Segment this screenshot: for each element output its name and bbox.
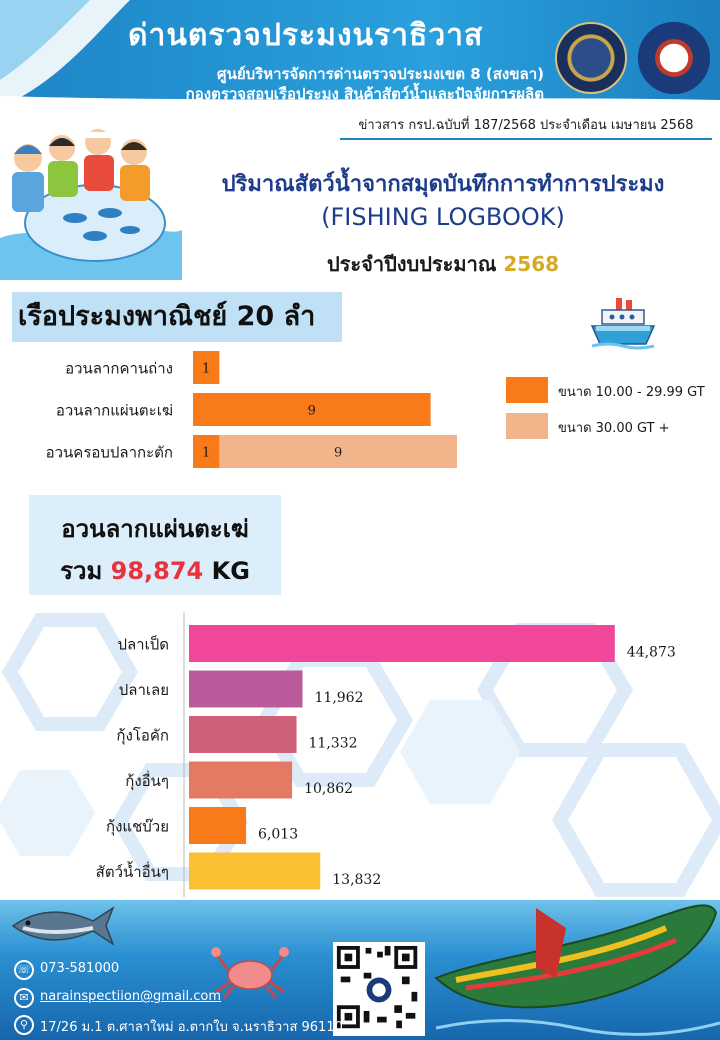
legend-label-large: ขนาด 30.00 GT +	[558, 421, 670, 436]
gear-category-label: อวนครอบปลากะตัก	[46, 444, 173, 462]
fishery-inspection-logo	[638, 22, 710, 94]
species-category-label: ปลาเป็ด	[117, 635, 169, 654]
crab-icon	[211, 947, 289, 999]
species-bar	[189, 852, 321, 890]
legend-swatch-small	[506, 377, 548, 403]
gear-category-label: อวนลากคานถ่าง	[65, 360, 173, 378]
ship-icon	[590, 298, 656, 350]
total-prefix: รวม	[60, 557, 111, 585]
location-pin-icon: ⚲	[14, 1015, 34, 1035]
footer-email-link[interactable]: narainspectiion@gmail.com	[40, 989, 222, 1004]
korlae-boat-illustration	[434, 904, 720, 1036]
total-gear-label: อวนลากแผ่นตะเฆ่	[61, 515, 249, 543]
gear-category-label: อวนลากแผ่นตะเฆ่	[56, 402, 173, 420]
species-value-label: 10,862	[304, 781, 353, 797]
fiscal-year-prefix: ประจำปีงบประมาณ	[326, 252, 504, 276]
main-title: ปริมาณสัตว์น้ำจากสมุดบันทึกการทำการประมง	[221, 172, 665, 197]
footer-phone-number: 073-581000	[40, 961, 120, 976]
species-bar	[189, 716, 297, 753]
bar-value-label: 9	[308, 404, 316, 419]
bar-value-label: 1	[202, 446, 210, 461]
species-bar	[189, 807, 247, 844]
qr-code-pattern	[336, 945, 418, 1029]
species-value-label: 11,332	[309, 736, 358, 752]
bar-large-boats	[219, 435, 457, 468]
department-seal-logo	[555, 22, 627, 94]
news-issue-line: ข่าวสาร กรป.ฉบับที่ 187/2568 ประจำเดือน …	[340, 114, 712, 140]
species-bar	[189, 761, 293, 799]
species-category-label: กุ้งโอคัก	[116, 727, 169, 746]
header-subtitle-region: ศูนย์บริหารจัดการด่านตรวจประมงเขต 8 (สงข…	[217, 65, 544, 83]
legend-label-small: ขนาด 10.00 - 29.99 GT	[558, 385, 705, 400]
bar-value-label: 9	[334, 446, 342, 461]
header-banner: ด่านตรวจประมงนราธิวาส ศูนย์บริหารจัดการด…	[0, 0, 720, 108]
footer-address-text: 17/26 ม.1 ต.ศาลาใหม่ อ.ตากใบ จ.นราธิวาส …	[40, 1020, 343, 1035]
species-value-label: 44,873	[627, 645, 676, 661]
header-wave-decoration	[0, 0, 720, 108]
main-title-english: (FISHING LOGBOOK)	[321, 203, 565, 231]
species-value-label: 11,962	[315, 690, 364, 706]
bar-small-boats	[193, 393, 431, 426]
bar-small-boats	[193, 435, 220, 468]
species-value-label: 6,013	[258, 827, 298, 843]
species-category-label: ปลาเลย	[119, 681, 169, 699]
total-catch-box: อวนลากแผ่นตะเฆ่ รวม 98,874 KG	[29, 495, 281, 595]
species-category-label: สัตว์น้ำอื่นๆ	[96, 861, 169, 881]
total-weight-value: 98,874	[110, 557, 204, 585]
total-unit: KG	[203, 557, 250, 585]
qr-code[interactable]	[333, 942, 425, 1036]
fiscal-year-line: ประจำปีงบประมาณ 2568	[178, 248, 708, 280]
species-category-label: กุ้งอื่นๆ	[125, 770, 169, 791]
header-title: ด่านตรวจประมงนราธิวาส	[128, 18, 484, 53]
species-bar	[189, 625, 615, 662]
species-category-label: กุ้งแชบ๊วย	[106, 818, 169, 837]
bar-small-boats	[193, 351, 220, 384]
header-subtitle-division: กองตรวจสอบเรือประมง สินค้าสัตว์น้ำและปัจ…	[185, 85, 544, 103]
species-bar	[189, 670, 303, 708]
bar-value-label: 1	[202, 362, 210, 377]
boat-gear-chart: อวนลากคานถ่าง 1 อวนลากแผ่นตะเฆ่ 9 อวนครอบปลา…	[46, 351, 457, 468]
phone-icon: ☏	[14, 960, 34, 980]
tuna-fish-icon	[11, 906, 115, 946]
legend-swatch-large	[506, 413, 548, 439]
fishermen-illustration	[0, 129, 182, 280]
catch-species-chart: ปลาเป็ด 44,873 ปลาเลย 11,962 กุ้งโอคัก 11,332…	[96, 612, 676, 897]
mail-icon: ✉	[14, 988, 34, 1008]
total-weight-line: รวม 98,874 KG	[29, 551, 281, 590]
commercial-boats-heading: เรือประมงพาณิชย์ 20 ลำ	[12, 292, 342, 342]
species-value-label: 13,832	[332, 872, 381, 888]
fiscal-year-value: 2568	[503, 252, 560, 276]
